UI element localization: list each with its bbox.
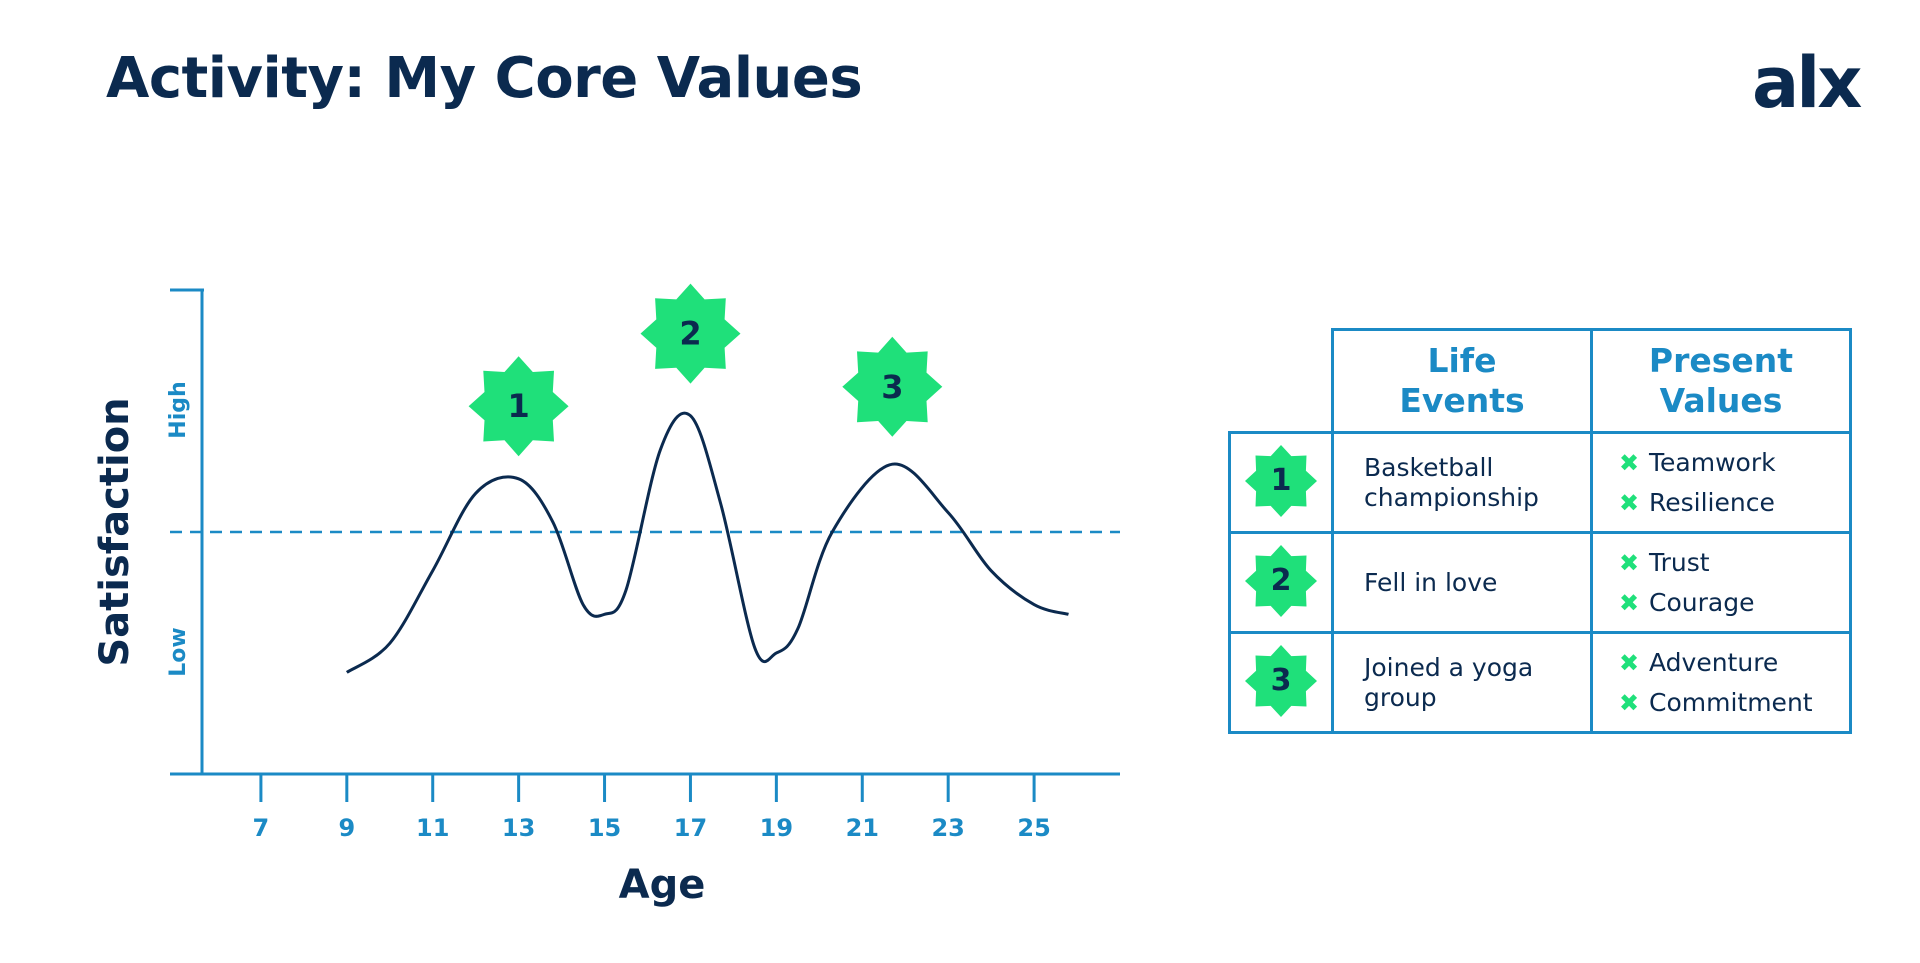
life-event-cell: Fell in love: [1331, 531, 1593, 634]
cross-check-icon: ✖: [1619, 648, 1640, 677]
cross-check-icon: ✖: [1619, 548, 1640, 577]
cross-check-icon: ✖: [1619, 488, 1640, 517]
value-label: Trust: [1649, 547, 1710, 577]
star-marker-label: 2: [679, 315, 701, 353]
core-values-table: Life Events Present Values 1 Basketball …: [1228, 328, 1852, 734]
life-event-cell: Joined a yoga group: [1331, 631, 1593, 734]
value-item: ✖ Courage: [1619, 583, 1849, 623]
row-number: 1: [1270, 462, 1292, 498]
cross-check-icon: ✖: [1619, 588, 1640, 617]
table-row: 3 Joined a yoga group ✖ Adventure ✖ Commit…: [1228, 631, 1852, 734]
value-label: Courage: [1649, 587, 1755, 617]
present-values-cell: ✖ Adventure ✖ Commitment: [1590, 631, 1852, 734]
star-marker-icon: [842, 336, 943, 437]
x-tick-label: 13: [502, 814, 535, 842]
x-tick-label: 7: [253, 814, 270, 842]
row-number-badge: 1: [1228, 431, 1334, 534]
value-item: ✖ Commitment: [1619, 683, 1849, 723]
x-tick-label: 23: [931, 814, 964, 842]
cross-check-icon: ✖: [1619, 688, 1640, 717]
y-high-label: High: [166, 381, 191, 438]
present-values-cell: ✖ Trust ✖ Courage: [1590, 531, 1852, 634]
star-badge-icon: 2: [1245, 544, 1317, 617]
x-tick-label: 21: [846, 814, 879, 842]
value-label: Adventure: [1649, 647, 1779, 677]
table-row: 1 Basketball championship ✖ Teamwork ✖ Res…: [1228, 431, 1852, 534]
x-tick-label: 11: [416, 814, 449, 842]
life-event-cell: Basketball championship: [1331, 431, 1593, 534]
table-row: 2 Fell in love ✖ Trust ✖ Courage: [1228, 531, 1852, 634]
star-marker-label: 3: [881, 368, 903, 406]
star-badge-icon: 3: [1245, 644, 1317, 717]
value-item: ✖ Adventure: [1619, 643, 1849, 683]
value-label: Teamwork: [1649, 447, 1776, 477]
x-tick-label: 15: [588, 814, 621, 842]
header-life-events-line1: Life: [1427, 341, 1497, 380]
y-axis-title: Satisfaction: [92, 397, 138, 666]
present-values-cell: ✖ Teamwork ✖ Resilience: [1590, 431, 1852, 534]
table-header-row: Life Events Present Values: [1229, 328, 1852, 434]
value-item: ✖ Trust: [1619, 543, 1849, 583]
value-item: ✖ Teamwork: [1619, 443, 1849, 483]
star-marker-label: 1: [508, 387, 530, 425]
header-life-events: Life Events: [1331, 328, 1593, 434]
row-number-badge: 3: [1228, 631, 1334, 734]
table-corner: [1229, 329, 1334, 434]
alx-logo: alx: [1752, 42, 1862, 124]
header-present-values: Present Values: [1590, 328, 1852, 434]
value-item: ✖ Resilience: [1619, 483, 1849, 523]
page-title: Activity: My Core Values: [106, 46, 863, 111]
value-label: Resilience: [1649, 487, 1775, 517]
y-low-label: Low: [166, 627, 191, 676]
x-tick-label: 25: [1017, 814, 1050, 842]
star-marker-icon: [640, 283, 741, 384]
header-present-values-line2: Values: [1659, 381, 1783, 420]
cross-check-icon: ✖: [1619, 448, 1640, 477]
satisfaction-curve: [345, 411, 1069, 674]
x-tick-label: 19: [760, 814, 793, 842]
row-number: 2: [1270, 562, 1292, 598]
header-present-values-line1: Present: [1648, 341, 1794, 380]
x-tick-label: 17: [674, 814, 707, 842]
value-label: Commitment: [1649, 687, 1813, 717]
star-badge-icon: 1: [1245, 444, 1317, 517]
x-axis-title: Age: [619, 862, 706, 908]
row-number-badge: 2: [1228, 531, 1334, 634]
x-tick-label: 9: [338, 814, 355, 842]
header-life-events-line2: Events: [1399, 381, 1525, 420]
star-marker-icon: [468, 356, 569, 457]
row-number: 3: [1270, 662, 1292, 698]
